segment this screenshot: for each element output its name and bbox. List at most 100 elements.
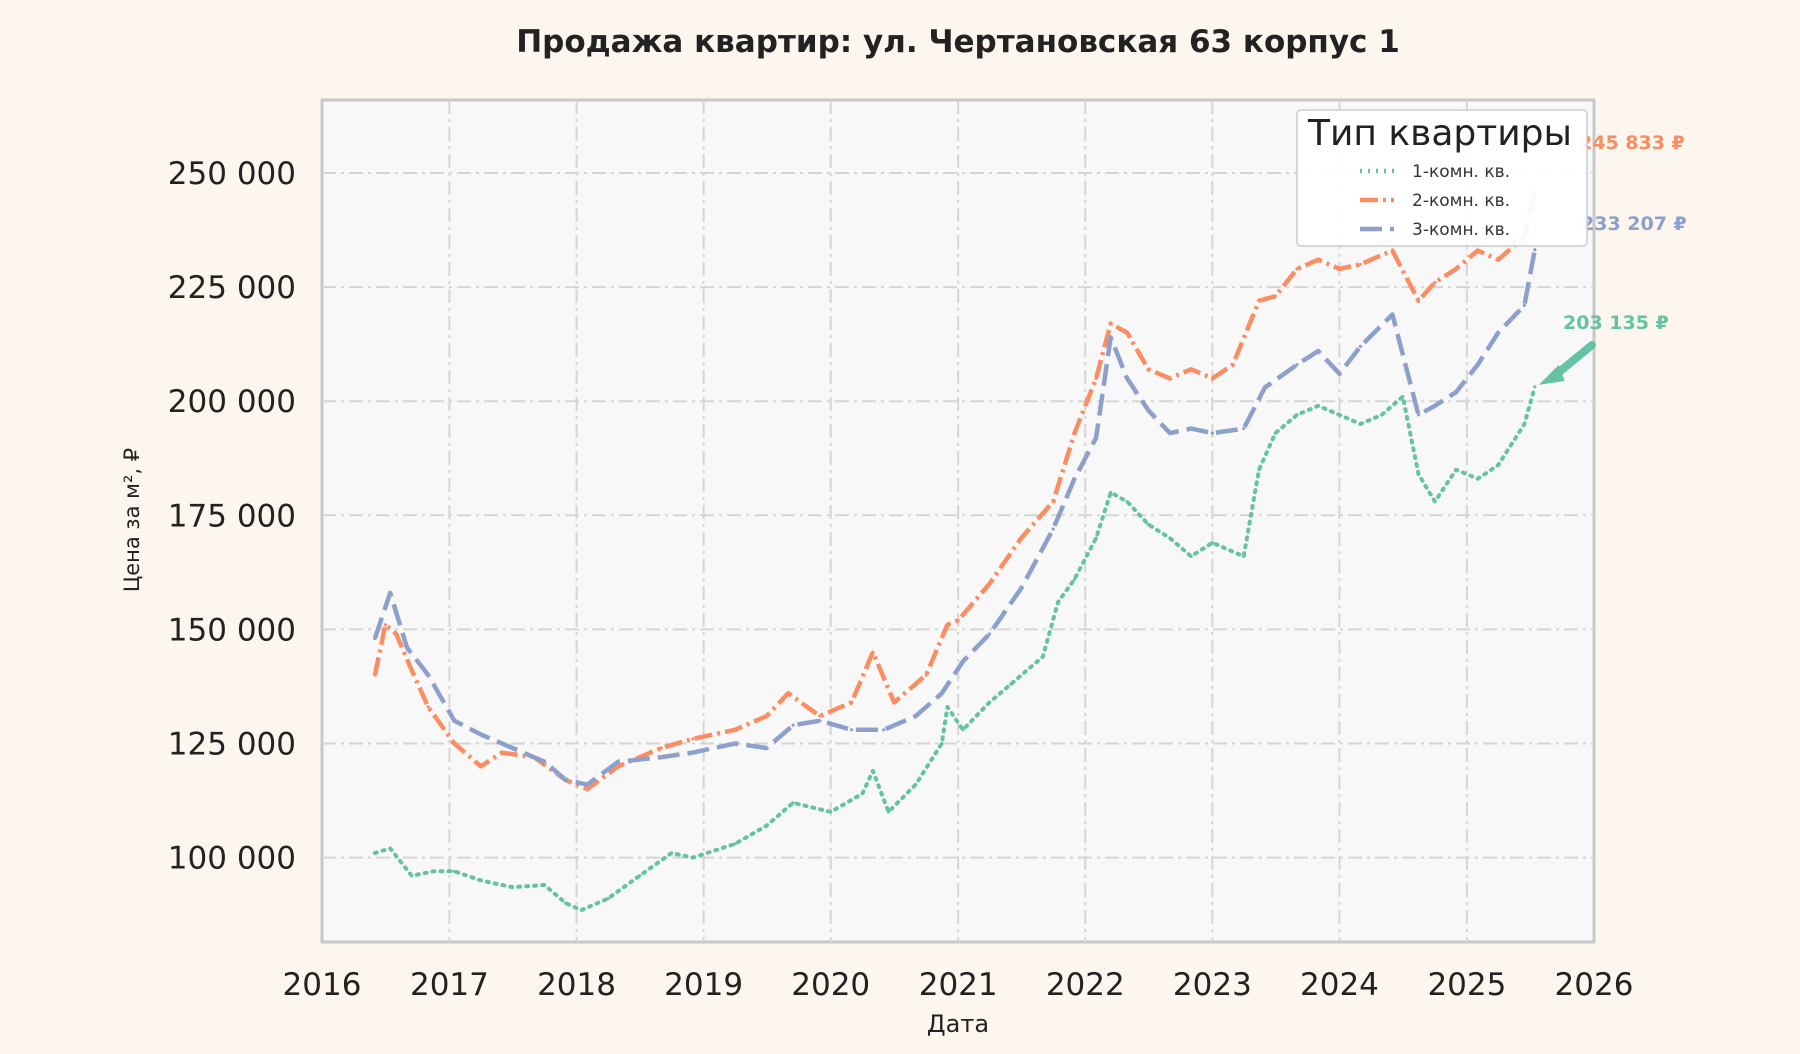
data-point bbox=[1295, 363, 1299, 367]
data-point bbox=[1476, 363, 1480, 367]
data-point bbox=[1295, 413, 1299, 417]
data-point bbox=[691, 751, 695, 755]
data-point bbox=[1009, 682, 1013, 686]
data-point bbox=[542, 883, 547, 887]
data-point bbox=[1109, 490, 1113, 495]
data-point bbox=[940, 741, 944, 746]
legend-item-label: 3-комн. кв. bbox=[1412, 220, 1510, 240]
data-point bbox=[1125, 376, 1129, 380]
data-point bbox=[733, 728, 737, 732]
x-tick-label: 2017 bbox=[410, 967, 489, 1003]
data-point bbox=[479, 732, 483, 737]
data-point bbox=[1533, 248, 1537, 252]
data-point bbox=[1496, 258, 1500, 262]
x-tick-label: 2020 bbox=[791, 967, 870, 1003]
data-point bbox=[1168, 536, 1172, 540]
data-point bbox=[786, 691, 790, 695]
data-point bbox=[452, 719, 456, 723]
data-point bbox=[1476, 249, 1480, 253]
data-point bbox=[388, 591, 392, 595]
data-point bbox=[1257, 299, 1261, 303]
data-point bbox=[850, 728, 854, 732]
data-point bbox=[850, 700, 854, 705]
data-point bbox=[479, 764, 483, 768]
data-point bbox=[405, 646, 409, 650]
x-tick-label: 2016 bbox=[283, 967, 362, 1003]
data-point bbox=[500, 751, 504, 755]
data-point bbox=[987, 700, 992, 705]
data-point bbox=[638, 874, 642, 878]
data-point bbox=[426, 705, 430, 709]
data-point bbox=[1316, 349, 1320, 353]
x-tick-label: 2022 bbox=[1046, 967, 1125, 1003]
data-point bbox=[1094, 376, 1098, 380]
data-point bbox=[956, 618, 960, 622]
legend-item-label: 2-комн. кв. bbox=[1412, 191, 1510, 211]
data-point bbox=[818, 719, 822, 723]
data-point bbox=[924, 673, 928, 677]
data-point bbox=[1019, 536, 1023, 540]
end-value-label-1: 203 135 ₽ bbox=[1563, 312, 1669, 334]
data-point bbox=[1189, 554, 1193, 559]
data-point bbox=[733, 842, 737, 846]
grid bbox=[322, 100, 1594, 942]
series-layer bbox=[372, 190, 1538, 913]
data-point bbox=[1231, 363, 1235, 367]
data-point bbox=[659, 755, 663, 759]
data-point bbox=[1242, 427, 1246, 431]
data-point bbox=[945, 705, 950, 709]
data-point bbox=[1094, 436, 1098, 440]
data-point bbox=[987, 582, 992, 586]
y-tick-label: 250 000 bbox=[168, 156, 296, 192]
data-point bbox=[585, 787, 589, 791]
data-point bbox=[373, 851, 377, 855]
data-point bbox=[1168, 431, 1172, 435]
data-point bbox=[1433, 500, 1437, 504]
data-point bbox=[1146, 408, 1150, 412]
data-point bbox=[1094, 536, 1098, 540]
data-point bbox=[1454, 468, 1458, 472]
data-point bbox=[1454, 390, 1458, 394]
data-point bbox=[510, 885, 515, 889]
data-point bbox=[1041, 655, 1045, 659]
data-point bbox=[1210, 541, 1214, 545]
data-point bbox=[542, 760, 547, 764]
data-point bbox=[1146, 367, 1150, 371]
y-tick-label: 125 000 bbox=[168, 726, 296, 762]
data-point bbox=[579, 908, 584, 912]
data-point bbox=[765, 746, 769, 750]
data-point bbox=[616, 764, 620, 768]
data-point bbox=[1242, 554, 1246, 559]
data-point bbox=[1109, 322, 1113, 326]
data-point bbox=[961, 728, 965, 732]
y-tick-label: 150 000 bbox=[168, 612, 296, 648]
data-point bbox=[886, 810, 891, 814]
x-axis-label: Дата bbox=[927, 1010, 989, 1038]
data-point bbox=[691, 737, 695, 741]
data-point bbox=[431, 869, 435, 873]
data-point bbox=[1072, 431, 1077, 435]
end-labels: 203 135 ₽ 245 833 ₽ 233 207 ₽ bbox=[1538, 132, 1687, 385]
data-point bbox=[1273, 431, 1277, 435]
chart-title: Продажа квартир: ул. Чертановская 63 кор… bbox=[516, 24, 1400, 60]
data-point bbox=[410, 668, 414, 673]
data-point bbox=[1401, 395, 1405, 399]
data-point bbox=[1337, 267, 1342, 271]
legend-title: Тип квартиры bbox=[1307, 113, 1572, 154]
data-point bbox=[1358, 262, 1362, 266]
data-point bbox=[1433, 404, 1437, 408]
data-point bbox=[452, 741, 456, 746]
data-point bbox=[914, 783, 918, 787]
data-point bbox=[1522, 422, 1526, 426]
data-point bbox=[1189, 367, 1193, 371]
data-point bbox=[1295, 267, 1299, 271]
y-tick-label: 100 000 bbox=[168, 841, 296, 877]
data-point bbox=[1257, 468, 1261, 472]
data-point bbox=[1337, 372, 1342, 376]
data-point bbox=[1019, 586, 1023, 590]
data-point bbox=[452, 869, 456, 873]
data-point bbox=[1109, 335, 1113, 339]
end-value-label-2: 245 833 ₽ bbox=[1579, 132, 1685, 154]
data-point bbox=[1316, 258, 1320, 262]
